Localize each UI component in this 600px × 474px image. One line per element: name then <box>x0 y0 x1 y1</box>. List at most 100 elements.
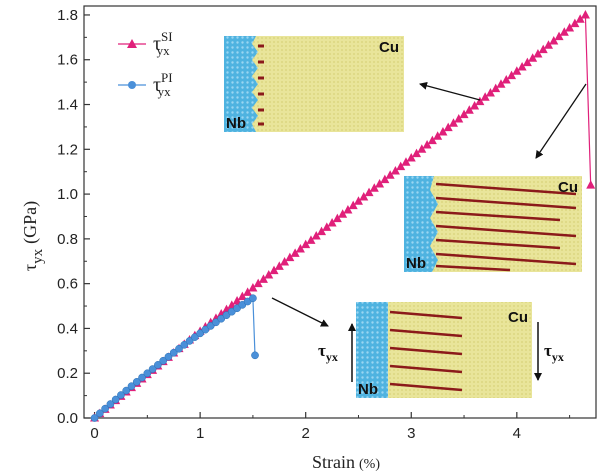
y-tick-label: 1.4 <box>57 97 78 114</box>
data-point-triangle <box>280 256 290 266</box>
inset-top-dislocations <box>258 44 264 126</box>
data-point-circle <box>138 373 146 382</box>
data-point-triangle <box>237 291 247 301</box>
x-tick-label: 4 <box>513 425 521 442</box>
data-point-triangle <box>343 204 353 214</box>
data-point-triangle <box>464 105 474 114</box>
data-point-triangle <box>364 187 374 197</box>
data-point-triangle <box>501 74 511 84</box>
y-axis-title-sub: yx <box>30 248 46 264</box>
legend-pi-sup: PI <box>161 70 173 85</box>
data-point-triangle <box>380 174 390 184</box>
x-tick-label: 0 <box>90 425 98 442</box>
data-point-triangle <box>290 248 300 257</box>
x-axis-title: Strain (%) <box>312 452 380 472</box>
data-point-triangle <box>359 191 369 201</box>
legend-si-triangle-icon <box>127 39 137 48</box>
data-point-circle <box>164 352 173 361</box>
tau-right-sub: yx <box>552 350 564 364</box>
data-point-circle <box>222 311 231 320</box>
data-point-triangle <box>507 70 517 80</box>
data-point-circle <box>127 382 136 391</box>
data-point-triangle <box>575 14 585 23</box>
data-point-triangle <box>327 217 337 227</box>
data-point-triangle <box>565 22 575 32</box>
data-point-triangle <box>512 66 522 75</box>
x-axis-ticks: 0 1 2 3 4 <box>90 412 571 442</box>
data-point-triangle <box>448 118 458 127</box>
data-point-triangle <box>285 252 295 262</box>
inset-right-nb-label: Nb <box>406 255 426 272</box>
arrow-to-inset-top <box>419 81 481 101</box>
inset-bottom-dislocations <box>389 310 463 392</box>
legend-item-si: τSI yx <box>118 29 173 58</box>
data-point-triangle <box>491 83 501 93</box>
x-tick-label: 2 <box>302 425 310 442</box>
data-point-triangle <box>454 113 464 123</box>
data-point-triangle <box>580 9 590 19</box>
data-point-triangle <box>470 100 480 110</box>
data-point-triangle <box>586 180 596 189</box>
data-point-triangle <box>295 243 305 253</box>
y-tick-label: 0.0 <box>57 410 78 427</box>
data-point-circle <box>90 414 99 422</box>
y-tick-label: 1.6 <box>57 52 78 69</box>
inset-top-nb-label: Nb <box>226 115 246 132</box>
y-axis-title-unit: (GPa) <box>20 201 41 244</box>
y-tick-label: 0.4 <box>57 320 78 337</box>
data-point-triangle <box>253 278 263 288</box>
y-tick-label: 0.6 <box>57 276 78 293</box>
data-point-circle <box>196 329 204 338</box>
data-point-triangle <box>480 92 490 101</box>
inset-bottom-tau-left: τyx <box>318 341 338 364</box>
data-point-circle <box>143 369 152 378</box>
x-axis-unit: (%) <box>359 457 380 472</box>
data-point-circle <box>106 400 115 408</box>
plot-frame <box>83 5 597 419</box>
data-point-triangle <box>264 269 274 279</box>
data-point-triangle <box>538 44 548 54</box>
data-point-circle <box>95 409 104 418</box>
data-point-triangle <box>396 161 406 171</box>
data-point-circle <box>132 377 141 386</box>
inset-bottom: Nb Cu τyx τyx <box>318 302 564 398</box>
x-tick-label: 3 <box>407 425 415 442</box>
data-point-triangle <box>401 157 411 166</box>
data-point-triangle <box>433 131 443 140</box>
data-point-triangle <box>258 274 268 283</box>
inset-bottom-nb-label: Nb <box>358 381 378 398</box>
data-point-triangle <box>248 282 258 292</box>
data-point-triangle <box>438 126 448 136</box>
data-point-circle <box>117 391 125 399</box>
data-point-triangle <box>412 148 422 158</box>
legend-si-label: τSI yx <box>153 29 173 58</box>
series-layer <box>90 9 596 422</box>
inset-top: Nb Cu <box>224 36 404 132</box>
legend-pi-label: τPI yx <box>153 70 173 99</box>
data-point-circle <box>206 322 215 330</box>
data-point-circle <box>154 361 162 369</box>
data-point-triangle <box>317 226 327 236</box>
data-point-triangle <box>570 18 580 28</box>
inset-bottom-cu-label: Cu <box>508 309 528 326</box>
data-point-circle <box>201 325 210 334</box>
arrow-to-inset-bottom <box>271 297 329 327</box>
data-point-circle <box>185 337 194 345</box>
data-point-triangle <box>232 295 242 305</box>
data-point-triangle <box>443 122 453 132</box>
data-point-circle <box>175 344 183 353</box>
data-point-triangle <box>306 235 316 244</box>
tau-left-main: τ <box>318 341 326 360</box>
data-point-triangle <box>549 35 559 45</box>
data-point-circle <box>148 365 157 373</box>
data-point-triangle <box>375 178 385 188</box>
data-point-triangle <box>517 61 527 71</box>
inset-top-cu-label: Cu <box>379 39 399 56</box>
data-point-triangle <box>543 40 553 49</box>
legend: τSI yx τPI yx <box>118 29 173 99</box>
data-point-triangle <box>422 139 432 149</box>
data-point-triangle <box>390 165 400 175</box>
tau-right-main: τ <box>544 341 552 360</box>
data-point-triangle <box>528 53 538 62</box>
